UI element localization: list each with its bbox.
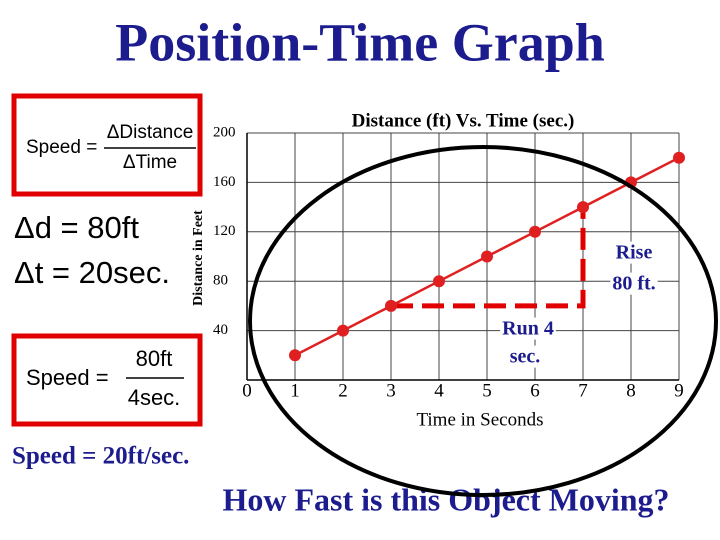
slide-title: Position-Time Graph <box>115 12 605 72</box>
annotation: 80 ft. <box>612 273 655 295</box>
x-tick-label: 0 <box>242 380 252 401</box>
x-tick-label: 2 <box>338 380 348 401</box>
x-tick-label: 1 <box>290 380 300 401</box>
annotation-bg <box>507 345 543 368</box>
delta-t: Δt = 20sec. <box>14 255 170 290</box>
data-point <box>481 250 493 263</box>
data-point <box>433 275 445 288</box>
annotation-bg <box>610 272 658 295</box>
annotation: Run 4 <box>502 318 554 340</box>
x-tick-label: 3 <box>386 380 396 401</box>
delta-d: Δd = 80ft <box>14 210 139 245</box>
formula-num: 80ft <box>136 346 173 371</box>
rise-run <box>391 207 586 309</box>
annotation-bg <box>613 241 655 264</box>
data-point <box>529 225 541 238</box>
x-axis-label: Time in Seconds <box>416 409 543 430</box>
x-tick-label: 7 <box>578 380 588 401</box>
x-tick-label: 5 <box>482 380 492 401</box>
x-tick-label: 8 <box>626 380 636 401</box>
question: How Fast is this Object Moving? <box>222 481 669 517</box>
data-point <box>385 299 397 312</box>
formula-num: ΔDistance <box>107 122 194 143</box>
annotation-bg <box>500 317 556 340</box>
x-tick-label: 9 <box>674 380 684 401</box>
result: Speed = 20ft/sec. <box>12 443 189 470</box>
formula-den: 4sec. <box>128 385 181 410</box>
data-point <box>289 349 301 362</box>
y-tick-label: 80 <box>213 273 228 289</box>
y-tick-label: 160 <box>213 174 236 190</box>
formula-den: ΔTime <box>123 152 177 173</box>
x-tick-label: 6 <box>530 380 540 401</box>
formula-lhs: Speed = <box>26 137 97 158</box>
y-tick-label: 120 <box>213 223 236 239</box>
highlight-oval <box>248 145 718 497</box>
y-axis-label: Distance in Feet <box>191 210 206 306</box>
y-tick-label: 200 <box>213 124 236 140</box>
formula-lhs: Speed = <box>26 365 109 390</box>
annotation: Rise <box>616 242 653 264</box>
x-tick-label: 4 <box>434 380 444 401</box>
formula-box <box>11 93 203 197</box>
data-point <box>577 201 589 214</box>
annotation: sec. <box>510 346 541 368</box>
formula-box <box>11 333 203 427</box>
chart-title: Distance (ft) Vs. Time (sec.) <box>352 110 575 131</box>
plot: 40 80 120 160 200 0 1 2 3 4 5 6 7 8 9 Rise 80 ft. Run 4 se… <box>213 124 685 401</box>
data-point <box>337 324 349 337</box>
data-point <box>673 151 685 164</box>
y-tick-label: 40 <box>213 322 228 338</box>
